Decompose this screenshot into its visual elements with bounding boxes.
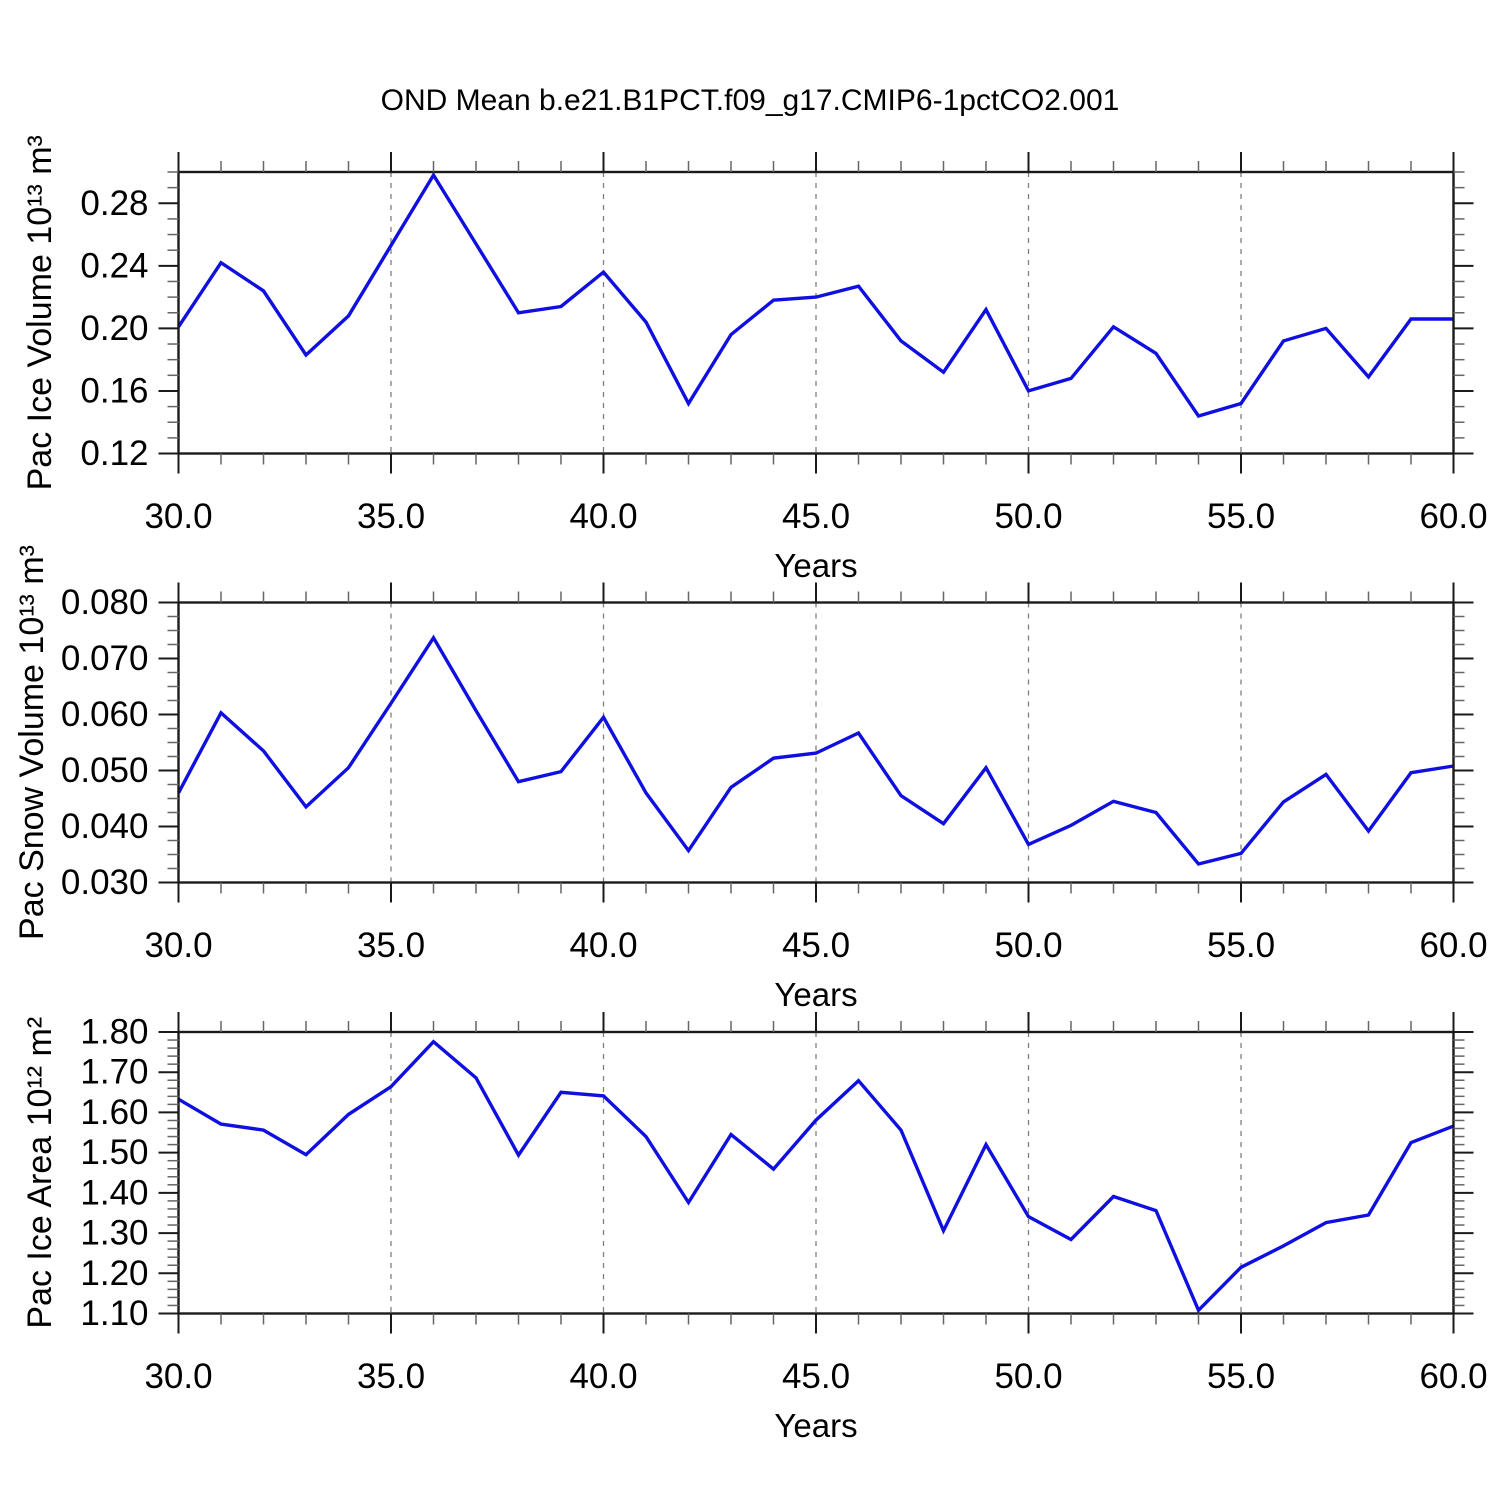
plot-frame: [177, 170, 1455, 455]
y-axis-title: Pac Ice Volume 10¹³ m³: [21, 135, 59, 490]
x-tick-label: 30.0: [144, 497, 212, 536]
x-tick-label: 40.0: [569, 1357, 637, 1396]
x-tick-label: 35.0: [357, 1357, 425, 1396]
y-tick-label: 0.030: [61, 863, 149, 902]
y-tick-label: 1.70: [80, 1053, 148, 1092]
x-tick-label: 45.0: [782, 497, 850, 536]
data-line-pac-snow-volume: [176, 634, 1454, 866]
y-tick-label: 1.40: [80, 1173, 148, 1212]
x-tick-label: 60.0: [1419, 926, 1487, 965]
y-axis-title: Pac Snow Volume 10¹³ m³: [13, 545, 51, 940]
x-axis-title: Years: [774, 547, 857, 584]
data-line-pac-ice-area: [177, 1039, 1455, 1314]
x-tick-label: 45.0: [782, 926, 850, 965]
plot-frame: [177, 1030, 1455, 1315]
y-tick-label: 0.070: [61, 639, 149, 678]
y-tick-label: 0.16: [80, 371, 148, 410]
data-line-pac-ice-volume: [177, 171, 1454, 418]
x-tick-label: 55.0: [1207, 1357, 1275, 1396]
x-tick-label: 30.0: [144, 1357, 212, 1396]
y-tick-label: 1.60: [80, 1093, 148, 1132]
x-tick-label: 40.0: [569, 926, 637, 965]
y-tick-label: 1.50: [80, 1133, 148, 1172]
y-tick-label: 0.12: [80, 434, 148, 473]
x-tick-label: 60.0: [1419, 1357, 1487, 1396]
x-tick-label: 40.0: [569, 497, 637, 536]
x-tick-label: 50.0: [994, 926, 1062, 965]
x-tick-label: 45.0: [782, 1357, 850, 1396]
y-tick-label: 0.20: [80, 309, 148, 348]
x-tick-label: 60.0: [1419, 497, 1487, 536]
x-tick-label: 50.0: [994, 497, 1062, 536]
x-tick-label: 55.0: [1207, 926, 1275, 965]
y-tick-label: 0.24: [80, 246, 148, 285]
x-tick-label: 35.0: [357, 926, 425, 965]
y-tick-label: 0.050: [61, 751, 149, 790]
chart-title: OND Mean b.e21.B1PCT.f09_g17.CMIP6-1pctC…: [380, 84, 1120, 117]
plot-frame: [177, 601, 1455, 884]
y-tick-label: 0.040: [61, 807, 149, 846]
y-tick-label: 0.060: [61, 695, 149, 734]
y-tick-label: 1.30: [80, 1214, 148, 1253]
x-tick-label: 50.0: [994, 1357, 1062, 1396]
y-tick-label: 1.10: [80, 1294, 148, 1333]
y-tick-label: 0.080: [61, 583, 149, 622]
y-tick-label: 0.28: [80, 184, 148, 223]
x-tick-label: 35.0: [357, 497, 425, 536]
y-tick-label: 1.20: [80, 1254, 148, 1293]
x-axis-title: Years: [774, 976, 857, 1013]
x-tick-label: 30.0: [144, 926, 212, 965]
x-tick-label: 55.0: [1207, 497, 1275, 536]
y-tick-label: 1.80: [80, 1013, 148, 1052]
x-axis-title: Years: [774, 1407, 857, 1444]
y-axis-title: Pac Ice Area 10¹² m²: [21, 1017, 59, 1329]
